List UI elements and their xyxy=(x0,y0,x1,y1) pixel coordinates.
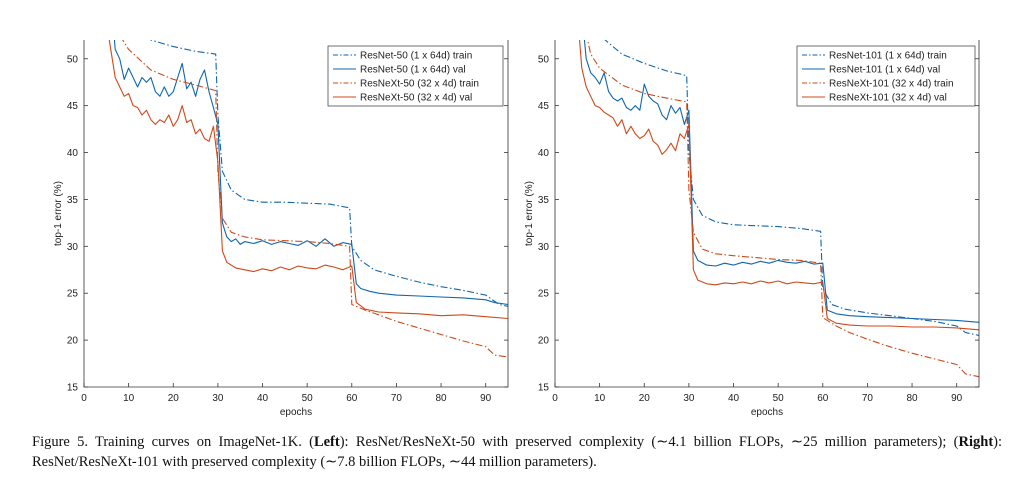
chart-panel-1: 0 10 20 30 40 50 60 70 80 90 15 20 25 30 35 40 45 50 epoch… xyxy=(53,40,509,418)
x-tick-label: 40 xyxy=(257,393,269,404)
series-line-2 xyxy=(113,40,508,306)
x-tick-label: 50 xyxy=(773,393,785,404)
legend-entry: ResNeXt-101 (32 x 4d) train xyxy=(829,79,954,90)
y-tick-label: 15 xyxy=(538,383,550,394)
y-tick-label: 30 xyxy=(67,242,79,253)
y-tick-label: 35 xyxy=(67,195,79,206)
x-tick-label: 50 xyxy=(302,393,314,404)
x-tick-label: 70 xyxy=(391,393,403,404)
legend: ResNet-101 (1 x 64d) train ResNet-101 (1 … xyxy=(796,45,976,107)
x-tick-label: 60 xyxy=(346,393,358,404)
legend-entry: ResNeXt-101 (32 x 4d) val xyxy=(829,93,947,104)
x-tick-label: 90 xyxy=(480,393,492,404)
y-tick-label: 50 xyxy=(67,54,79,65)
caption-left-text: ): ResNet/ResNeXt-50 with preserved comp… xyxy=(339,434,959,450)
legend-entry: ResNet-101 (1 x 64d) train xyxy=(829,51,947,62)
x-tick-label: 10 xyxy=(594,393,606,404)
legend-entry: ResNeXt-50 (32 x 4d) val xyxy=(360,93,472,104)
y-tick-label: 50 xyxy=(538,54,550,65)
legend-box xyxy=(796,45,976,107)
x-tick-label: 20 xyxy=(168,393,180,404)
legend-entry: ResNet-101 (1 x 64d) val xyxy=(829,65,940,76)
series-line-3 xyxy=(587,40,979,378)
series-line-4 xyxy=(578,40,979,331)
y-tick-label: 30 xyxy=(538,242,550,253)
series-group xyxy=(578,40,979,378)
x-tick-label: 0 xyxy=(552,393,558,404)
series-line-3 xyxy=(122,40,508,358)
caption-right-bold: Right xyxy=(958,434,994,450)
y-tick-label: 45 xyxy=(67,101,79,112)
y-tick-label: 45 xyxy=(538,101,550,112)
series-group xyxy=(108,40,508,358)
caption-right-text: ): ResNet/ResNeXt-101 with preserved com… xyxy=(32,434,1003,470)
legend: ResNet-50 (1 x 64d) train ResNet-50 (1 x … xyxy=(327,45,504,107)
x-axis-label: epochs xyxy=(280,407,312,418)
y-tick-label: 40 xyxy=(538,148,550,159)
y-tick-label: 20 xyxy=(538,336,550,347)
legend-entry: ResNet-50 (1 x 64d) train xyxy=(360,51,472,62)
legend-entry: ResNeXt-50 (32 x 4d) train xyxy=(360,79,479,90)
x-tick-label: 20 xyxy=(639,393,651,404)
y-tick-label: 15 xyxy=(67,383,79,394)
x-tick-label: 40 xyxy=(728,393,740,404)
y-axis-label: top-1 error (%) xyxy=(524,181,535,246)
caption-prefix: Figure 5. Training curves on ImageNet-1K… xyxy=(32,434,314,450)
x-tick-label: 70 xyxy=(862,393,874,404)
y-axis-label: top-1 error (%) xyxy=(53,181,64,246)
x-tick-label: 0 xyxy=(81,393,87,404)
x-tick-label: 90 xyxy=(951,393,963,404)
x-tick-label: 30 xyxy=(212,393,224,404)
y-tick-label: 25 xyxy=(538,289,550,300)
caption-left-bold: Left xyxy=(313,434,340,450)
axes-frame xyxy=(83,40,509,388)
x-tick-label: 80 xyxy=(435,393,447,404)
x-tick-label: 80 xyxy=(906,393,918,404)
legend-entry: ResNet-50 (1 x 64d) val xyxy=(360,65,466,76)
y-tick-label: 40 xyxy=(67,148,79,159)
x-axis-label: epochs xyxy=(751,407,783,418)
chart-panel-2: 0 10 20 30 40 50 60 70 80 90 15 20 25 30 35 40 45 50 epoch… xyxy=(524,40,980,418)
y-tick-label: 20 xyxy=(67,336,79,347)
series-line-1 xyxy=(150,40,508,307)
figure-caption: Figure 5. Training curves on ImageNet-1K… xyxy=(32,432,1002,472)
y-tick-label: 25 xyxy=(67,289,79,300)
series-line-4 xyxy=(108,40,508,320)
x-tick-label: 30 xyxy=(683,393,695,404)
x-tick-label: 10 xyxy=(123,393,135,404)
x-tick-label: 60 xyxy=(817,393,829,404)
legend-box xyxy=(327,45,504,107)
axes-frame xyxy=(554,40,980,388)
y-tick-label: 35 xyxy=(538,195,550,206)
